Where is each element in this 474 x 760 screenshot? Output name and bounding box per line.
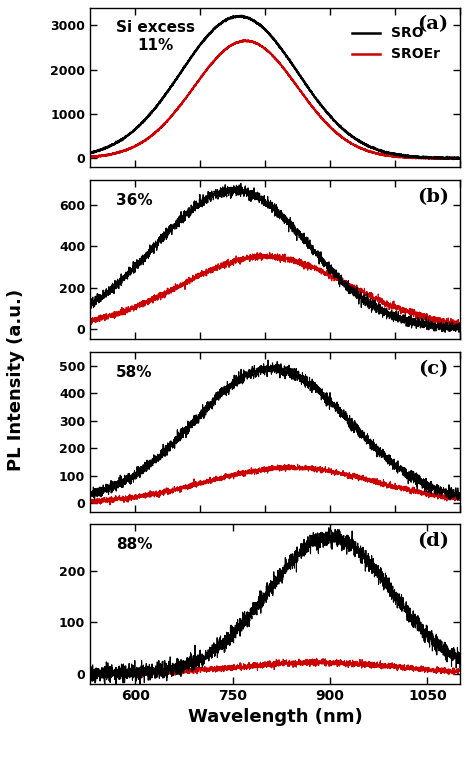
Text: 58%: 58% xyxy=(116,365,153,380)
Text: (a): (a) xyxy=(418,15,449,33)
Text: (d): (d) xyxy=(417,533,449,550)
X-axis label: Wavelength (nm): Wavelength (nm) xyxy=(188,708,362,727)
Text: (b): (b) xyxy=(417,188,449,206)
Text: 88%: 88% xyxy=(116,537,153,553)
Legend: SRO, SROEr: SRO, SROEr xyxy=(346,21,446,67)
Text: Si excess
11%: Si excess 11% xyxy=(116,21,195,52)
Text: PL Intensity (a.u.): PL Intensity (a.u.) xyxy=(7,289,25,471)
Text: 36%: 36% xyxy=(116,192,153,207)
Text: (c): (c) xyxy=(419,360,449,378)
